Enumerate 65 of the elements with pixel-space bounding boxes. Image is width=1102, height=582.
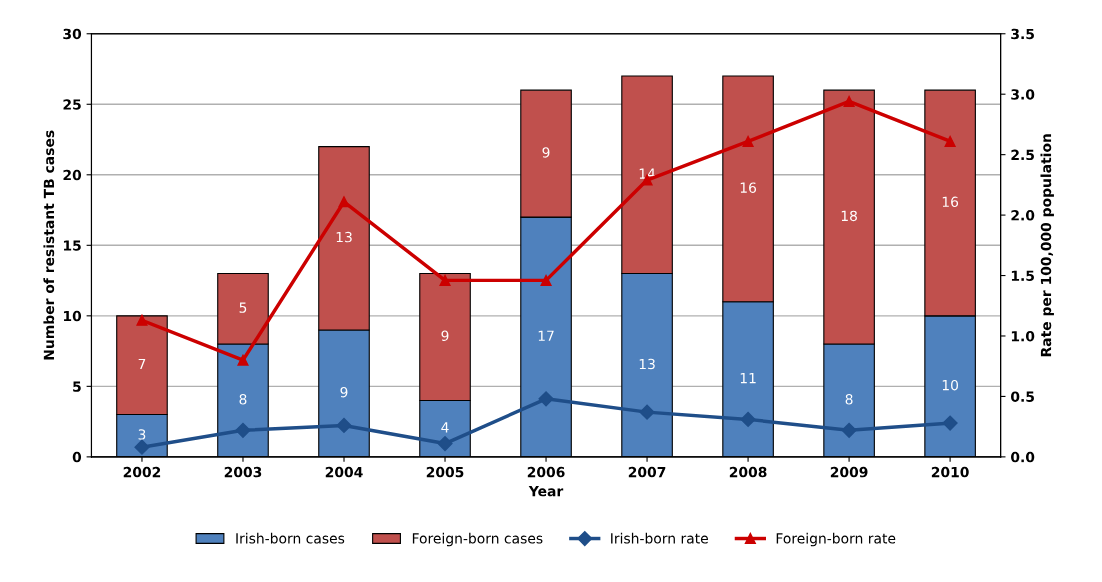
y2-tick-label: 0.5: [1011, 391, 1034, 402]
point: [439, 274, 451, 286]
x-tick-label: 2005: [426, 466, 464, 478]
y2-tick-label: 3.0: [1011, 89, 1035, 100]
y-tick-label: 30: [63, 28, 82, 40]
legend-label: Foreign-born cases: [412, 532, 543, 547]
x-tick-label: 2010: [931, 466, 969, 478]
text: 9: [441, 330, 449, 342]
y-tick-label: 15: [63, 240, 81, 251]
legend-label: Foreign-born rate: [776, 532, 896, 547]
legend-label: Irish-born cases: [236, 532, 345, 544]
point: [942, 415, 958, 431]
x-tick-label: 2003: [224, 466, 262, 478]
text: 3: [138, 429, 146, 440]
y-tick-label: 5: [73, 381, 81, 392]
legend-label: Irish-born rate: [611, 532, 708, 544]
y2-axis-title: Rate per 100,000 population: [1040, 134, 1054, 357]
y2-tick-label: 0.0: [1011, 451, 1035, 463]
text: 9: [542, 147, 550, 158]
x-tick-label: 2002: [123, 466, 161, 478]
text: 9: [340, 386, 348, 398]
x-tick-label: 2008: [729, 466, 767, 478]
point: [538, 391, 554, 407]
point: [944, 135, 956, 147]
point: [843, 95, 855, 108]
point: [639, 404, 655, 420]
text: 13: [336, 231, 352, 243]
y2-tick-label: 2.5: [1011, 149, 1034, 161]
point: [740, 411, 756, 427]
y-tick-label: 20: [63, 169, 82, 181]
text: 10: [942, 379, 959, 391]
y2-tick-label: 3.5: [1011, 28, 1034, 40]
y-axis-title: Number of resistant TB cases: [43, 130, 55, 360]
text: 11: [740, 373, 756, 384]
x-tick-label: 2007: [628, 466, 666, 478]
point: [338, 196, 350, 208]
text: 8: [845, 393, 853, 405]
point: [134, 439, 150, 455]
point: [437, 436, 453, 452]
text: 17: [538, 330, 554, 341]
text: 7: [138, 358, 146, 370]
y-tick-label: 10: [63, 310, 82, 322]
y2-tick-label: 1.5: [1011, 270, 1034, 282]
text: 5: [239, 302, 247, 313]
y-tick-label: 0: [72, 451, 82, 463]
x-tick-label: 2009: [830, 466, 868, 478]
y-tick-label: 25: [63, 99, 81, 110]
point: [540, 274, 552, 286]
x-tick-label: 2004: [325, 466, 363, 478]
point: [237, 354, 249, 366]
text: 8: [239, 393, 247, 405]
x-tick-label: 2006: [527, 466, 565, 478]
point: [742, 135, 754, 147]
text: 16: [740, 182, 757, 193]
y2-tick-label: 1.0: [1011, 330, 1035, 342]
text: 13: [639, 358, 655, 370]
point: [235, 422, 251, 438]
text: 18: [841, 210, 857, 222]
x-axis-title: Year: [528, 486, 564, 497]
y2-tick-label: 2.0: [1011, 210, 1035, 221]
point: [841, 422, 857, 438]
text: 16: [942, 196, 959, 208]
point: [336, 417, 352, 434]
text: 4: [441, 422, 449, 433]
point: [136, 314, 148, 326]
